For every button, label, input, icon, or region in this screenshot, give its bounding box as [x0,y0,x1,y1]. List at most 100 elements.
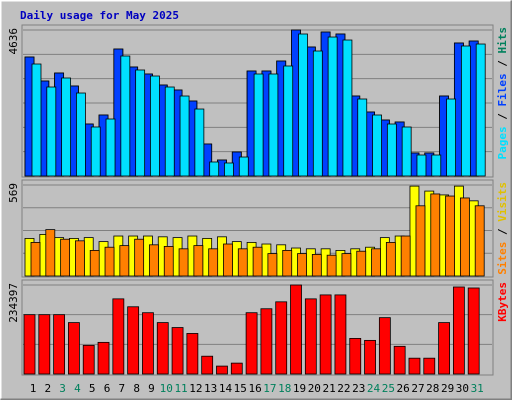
bar [97,341,110,375]
bar [68,322,80,375]
bar [474,205,485,277]
bar [283,65,294,177]
bar [245,312,258,375]
bar [120,55,131,177]
x-tick-label: 6 [104,382,111,395]
bar [260,308,273,375]
bar [224,162,234,177]
bar [467,287,480,375]
chart-title: Daily usage for May 2025 [20,9,179,22]
x-tick-label: 18 [278,382,291,395]
bar [216,365,228,375]
bar [438,322,450,375]
bar [156,322,169,375]
x-tick-label: 8 [133,382,140,395]
bar [223,243,233,277]
x-tick-label: 22 [337,382,350,395]
legend-entry: Sites [496,242,509,275]
bar [275,301,288,375]
bar [60,238,71,277]
bar [415,205,426,277]
x-tick-label: 4 [74,382,81,395]
legend-entry: Pages [496,126,509,159]
bar [423,357,436,375]
y-tick-label: 234397 [7,283,20,323]
x-tick-label: 21 [323,382,336,395]
bar [193,245,204,277]
bar [356,250,367,277]
bar [150,75,160,177]
bar [208,248,219,277]
bar [349,338,362,375]
legend-entry: KBytes [496,282,509,322]
bar [431,154,442,177]
x-tick-label: 16 [248,382,261,395]
bar [53,314,66,375]
bar [416,154,427,177]
bar [134,238,145,277]
bar [201,355,214,375]
bar [401,126,412,177]
bar [253,73,264,177]
bar [378,317,391,375]
legend-separator: / [496,107,509,127]
x-tick-label: 7 [119,382,126,395]
x-tick-label: 17 [263,382,276,395]
bar [186,333,199,375]
bar [371,248,381,277]
x-tick-label: 3 [59,382,66,395]
x-tick-label: 24 [367,382,381,395]
bar [46,86,57,177]
bar [105,118,116,177]
bar [75,240,85,277]
bar [342,39,353,177]
bar [23,314,36,375]
x-tick-label: 28 [426,382,439,395]
bar [400,235,411,277]
bar [45,229,56,277]
bar [386,123,397,177]
bar [268,73,279,177]
bar [408,357,421,375]
bar [164,86,175,177]
bar [61,77,72,177]
x-tick-label: 12 [189,382,202,395]
bar [327,36,338,177]
bar [149,244,159,277]
bar [82,344,95,375]
bar [178,248,189,277]
legend-separator: / [496,54,509,74]
bar [119,245,130,277]
bar [319,294,332,375]
bar [297,253,307,277]
legend: KBytes [496,282,509,322]
legend: Pages / Files / Hits [496,27,509,160]
bar [38,314,51,375]
bar [267,253,278,277]
legend-entry: Files [496,73,509,106]
x-tick-label: 11 [174,382,187,395]
x-tick-label: 19 [293,382,306,395]
bar [452,286,465,375]
x-tick-label: 10 [160,382,173,395]
x-tick-label: 15 [234,382,247,395]
bar [430,193,441,277]
bar [30,242,41,277]
bar [209,161,220,177]
bar [460,45,471,177]
x-tick-label: 30 [456,382,469,395]
x-tick-label: 13 [204,382,217,395]
x-tick-label: 1 [30,382,37,395]
bar [31,63,42,177]
bar [112,298,125,375]
bar [445,195,455,277]
bar [135,69,146,177]
bar [194,108,205,177]
bar [238,156,249,177]
bar [304,298,317,375]
bar [179,95,190,177]
bar [230,362,243,375]
bar [298,33,308,177]
x-tick-label: 25 [382,382,395,395]
